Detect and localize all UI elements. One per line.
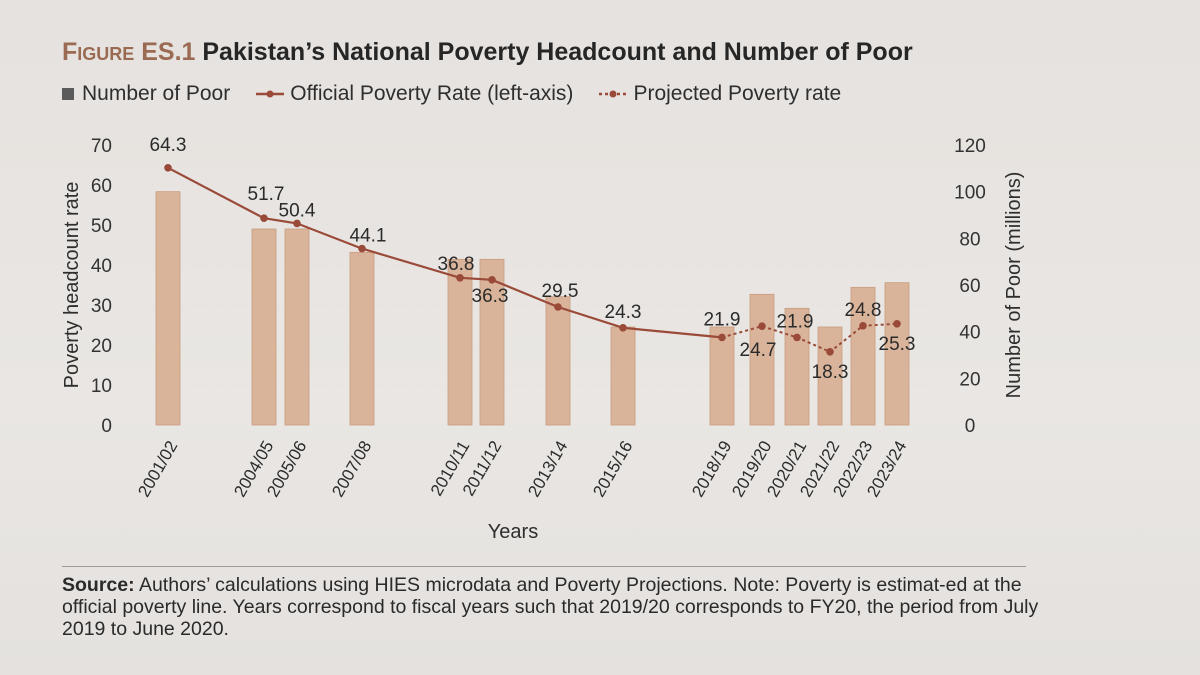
y2-tick-label: 40 [959,323,980,344]
official-rate-point [456,274,464,282]
official-rate-label: 51.7 [248,184,285,205]
legend-official-label: Official Poverty Rate (left-axis) [290,82,574,105]
legend-bars-label: Number of Poor [82,82,231,105]
legend-item-projected: Projected Poverty rate [599,82,841,106]
figure-title-text: Pakistan’s National Poverty Headcount an… [202,38,913,66]
source-text: Authors’ calculations using HIES microda… [62,574,1039,640]
official-rate-point [293,219,301,228]
y2-tick-label: 80 [959,229,980,250]
bar [251,228,277,426]
y-tick-label: 50 [91,216,112,237]
official-rate-label: 50.4 [279,200,316,221]
official-rate-point [260,214,268,222]
projected-rate-label: 24.7 [740,340,777,361]
legend-projected-label: Projected Poverty rate [633,82,842,105]
official-rate-point [488,276,496,284]
bar [545,296,571,426]
bar [447,258,473,426]
y-tick-label: 10 [91,376,112,397]
bar [749,293,775,426]
y-tick-label: 30 [91,296,112,317]
y-tick-label: 0 [101,416,112,437]
source-divider [62,566,1026,567]
y-tick-label: 20 [91,336,112,357]
y-tick-label: 70 [91,136,112,157]
official-rate-point [358,244,366,253]
x-tick-label: 2013/14 [524,438,571,501]
official-rate-point [164,164,172,172]
y-axis-title: Poverty headcount rate [61,182,83,389]
bar [479,258,505,426]
y-tick-label: 40 [91,256,112,277]
x-tick-label: 2001/02 [134,438,181,501]
official-rate-label: 36.3 [472,286,509,307]
legend-bar-swatch [62,88,74,100]
x-tick-label: 2007/08 [328,438,375,501]
projected-rate-point [859,322,867,330]
official-rate-label: 64.3 [150,135,187,156]
official-rate-label: 44.1 [350,226,387,247]
projected-rate-point [893,320,901,328]
official-rate-label: 24.3 [605,302,642,323]
y2-tick-label: 0 [965,416,976,437]
source-label: Source: [62,574,135,596]
official-rate-label: 21.9 [704,309,741,330]
bar [784,307,810,426]
projected-rate-label: 21.9 [777,311,814,332]
y2-tick-label: 20 [959,369,980,390]
projected-rate-point [793,333,801,342]
projected-rate-point [758,322,766,331]
official-rate-point [619,324,627,332]
y-tick-label: 60 [91,176,112,197]
bar [850,286,876,426]
projected-rate-label: 18.3 [812,362,849,383]
legend-projected-line-icon [599,90,628,98]
bar [349,251,375,426]
bar [284,228,310,426]
source-note: Source: Authors’ calculations using HIES… [62,574,1052,640]
y2-tick-label: 100 [954,183,986,204]
official-rate-label: 29.5 [542,281,579,302]
figure-label: Figure ES.1 [62,38,196,66]
bar [884,282,910,426]
bar [610,326,636,426]
x-axis-title: Years [488,521,538,543]
x-tick-label: 2015/16 [589,438,636,501]
official-rate-point [718,333,726,342]
official-rate-point [554,303,562,311]
bar [817,326,843,426]
projected-rate-line [721,322,898,353]
figure-title: Figure ES.1 Pakistan’s National Poverty … [62,38,913,67]
y2-tick-label: 60 [959,276,980,297]
y2-tick-label: 120 [954,136,986,157]
legend-item-official: Official Poverty Rate (left-axis) [256,82,573,106]
legend-item-bars: Number of Poor [62,82,230,106]
official-rate-label: 36.8 [438,254,475,275]
poverty-chart: 0 10 20 30 40 50 60 70 0 20 40 60 80 100 120 Poverty he… [61,135,1025,543]
legend-official-line-icon [256,90,285,98]
bar [709,326,735,426]
y2-axis-title: Number of Poor (millions) [1003,172,1025,399]
projected-rate-label: 24.8 [845,300,882,321]
bar [155,191,181,426]
projected-rate-label: 25.3 [879,334,916,355]
chart-legend: Number of Poor Official Poverty Rate (le… [62,82,867,106]
projected-rate-point [826,348,834,356]
